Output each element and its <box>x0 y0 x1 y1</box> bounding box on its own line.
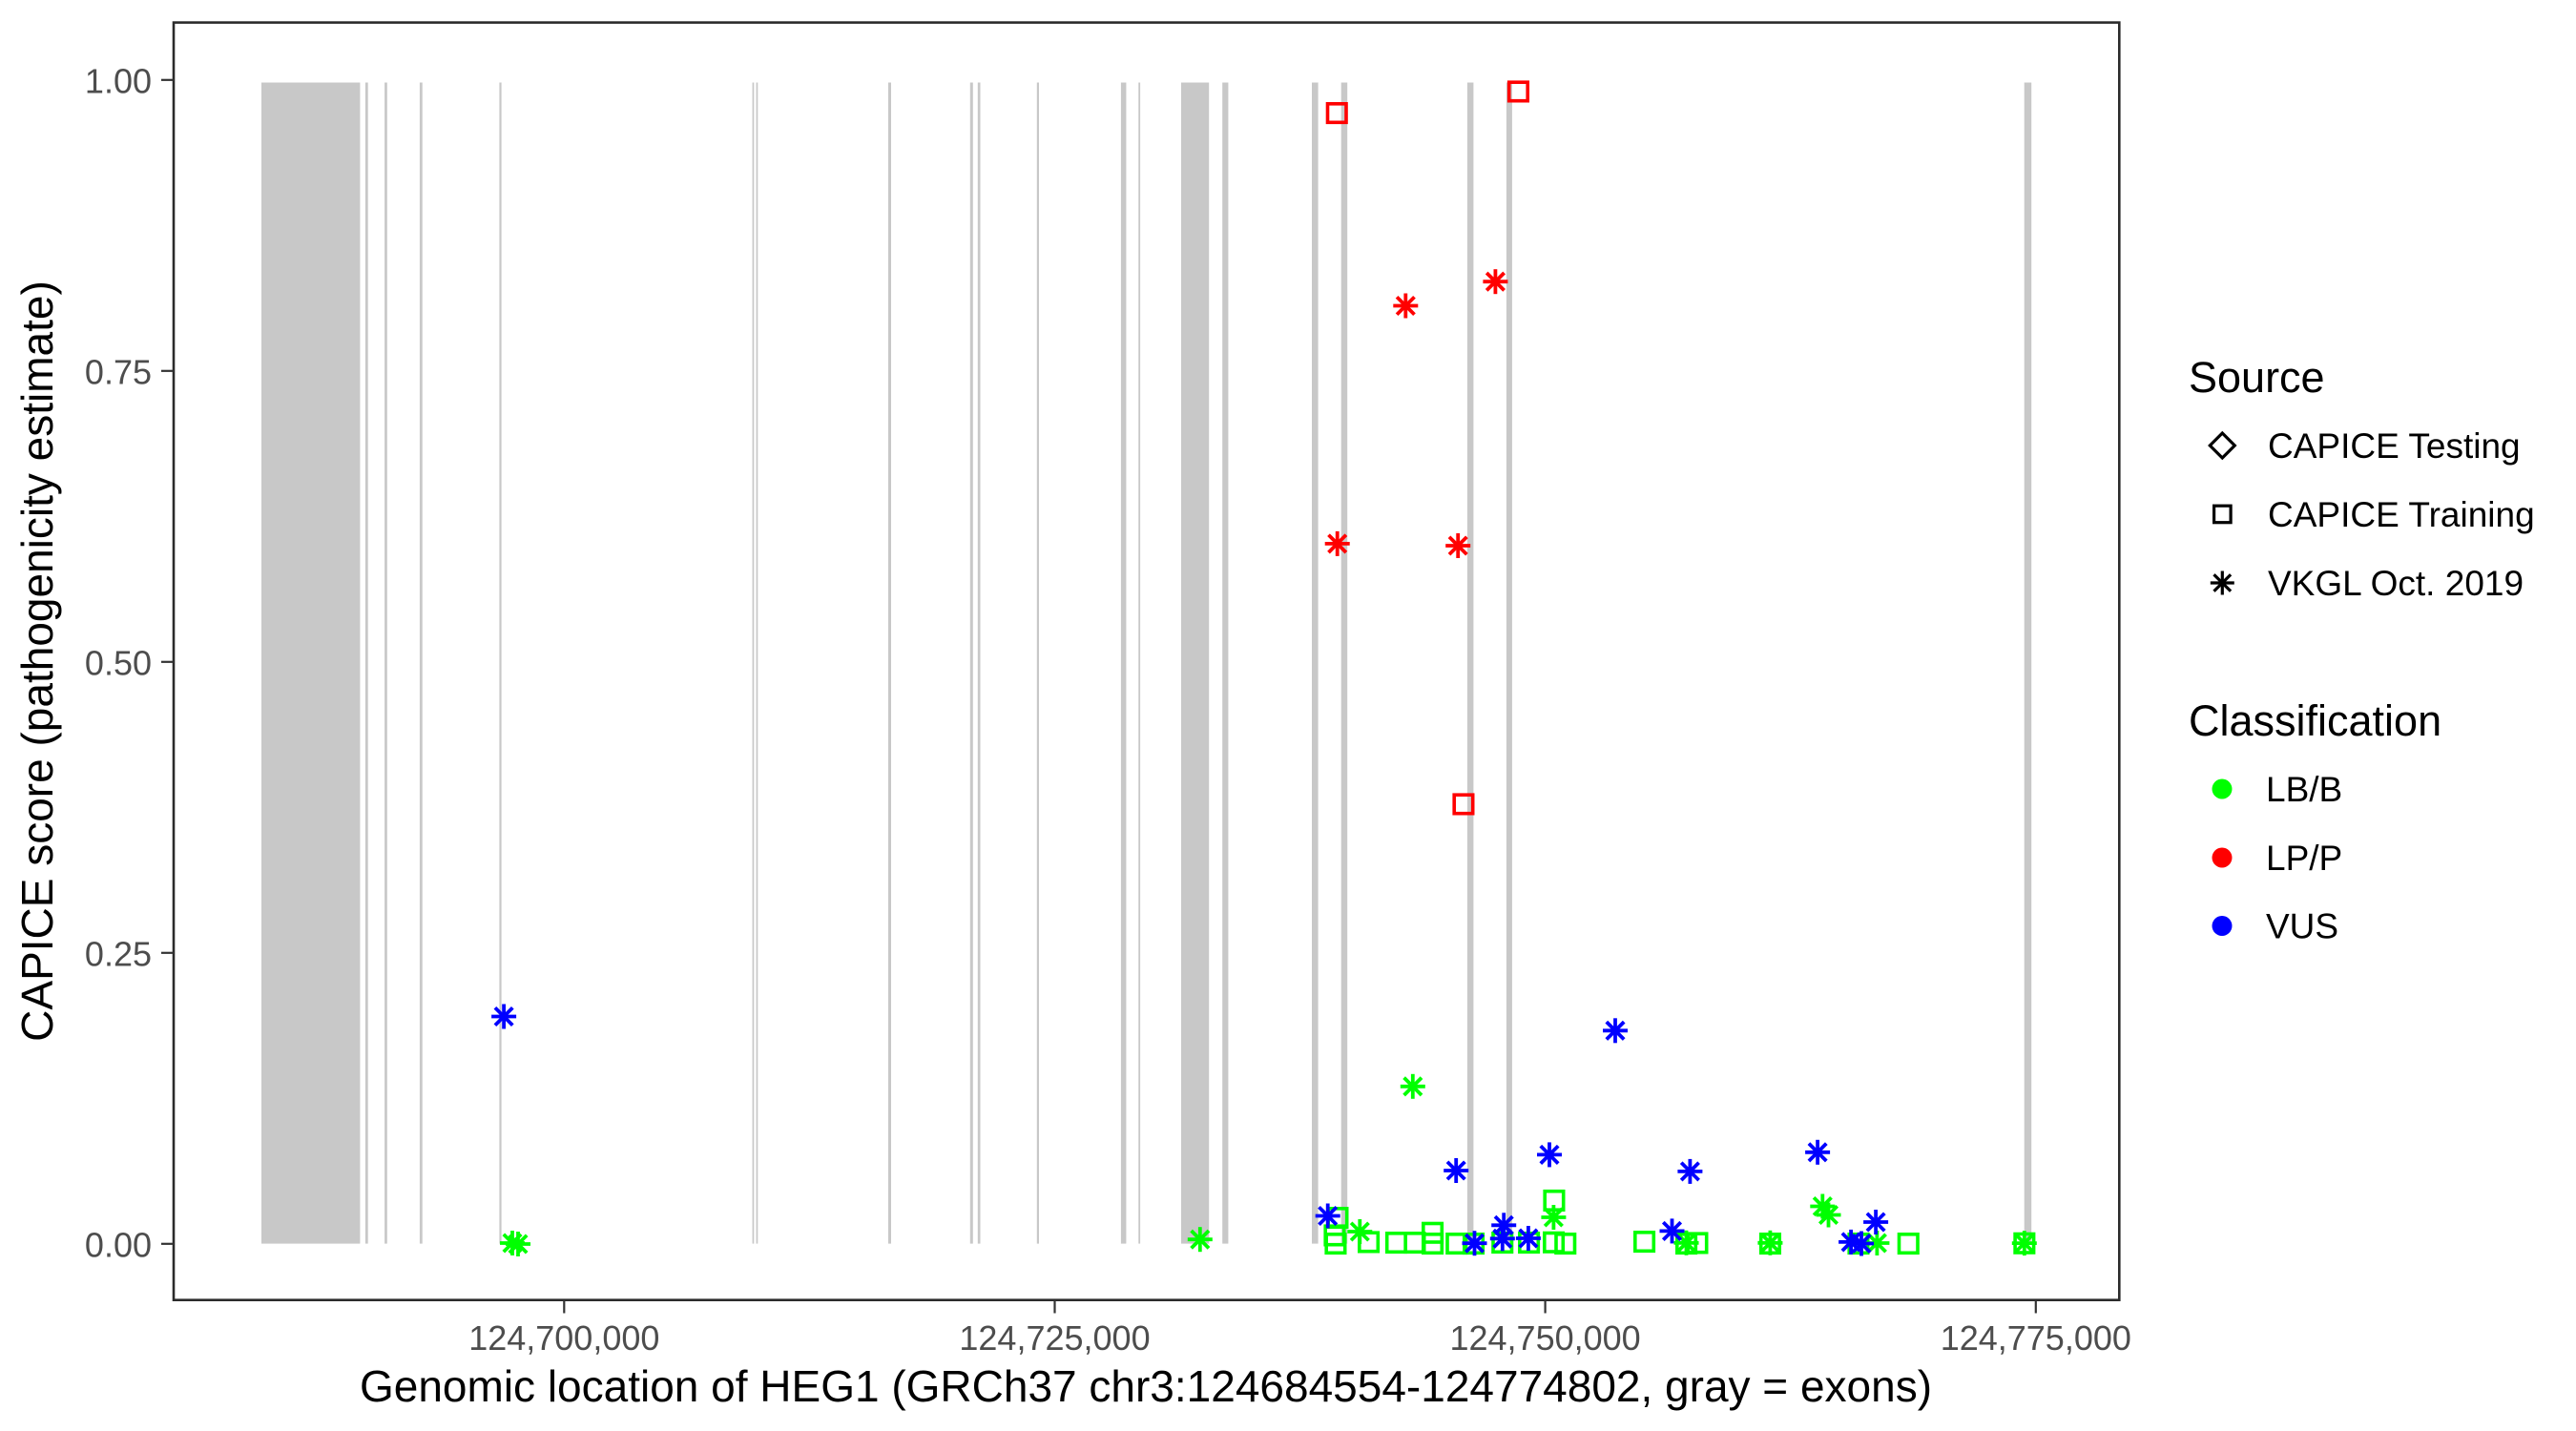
svg-text:CAPICE score (pathogenicity es: CAPICE score (pathogenicity estimate) <box>12 280 62 1042</box>
svg-text:CAPICE Training: CAPICE Training <box>2268 495 2535 534</box>
svg-text:Genomic location of HEG1 (GRCh: Genomic location of HEG1 (GRCh37 chr3:12… <box>360 1361 1932 1411</box>
svg-text:VKGL Oct. 2019: VKGL Oct. 2019 <box>2268 564 2524 603</box>
svg-text:0.25: 0.25 <box>85 934 152 973</box>
svg-text:124,700,000: 124,700,000 <box>468 1318 659 1358</box>
svg-text:LP/P: LP/P <box>2266 839 2342 878</box>
svg-text:0.50: 0.50 <box>85 643 152 682</box>
svg-text:0.75: 0.75 <box>85 352 152 391</box>
svg-text:1.00: 1.00 <box>85 61 152 100</box>
svg-text:0.00: 0.00 <box>85 1225 152 1264</box>
svg-text:124,775,000: 124,775,000 <box>1941 1318 2131 1358</box>
svg-text:LB/B: LB/B <box>2266 770 2342 809</box>
svg-text:Classification: Classification <box>2189 696 2441 745</box>
svg-text:124,750,000: 124,750,000 <box>1449 1318 1640 1358</box>
svg-text:124,725,000: 124,725,000 <box>959 1318 1150 1358</box>
svg-text:CAPICE Testing: CAPICE Testing <box>2268 426 2521 466</box>
svg-text:VUS: VUS <box>2266 907 2338 946</box>
svg-text:Source: Source <box>2189 353 2325 402</box>
